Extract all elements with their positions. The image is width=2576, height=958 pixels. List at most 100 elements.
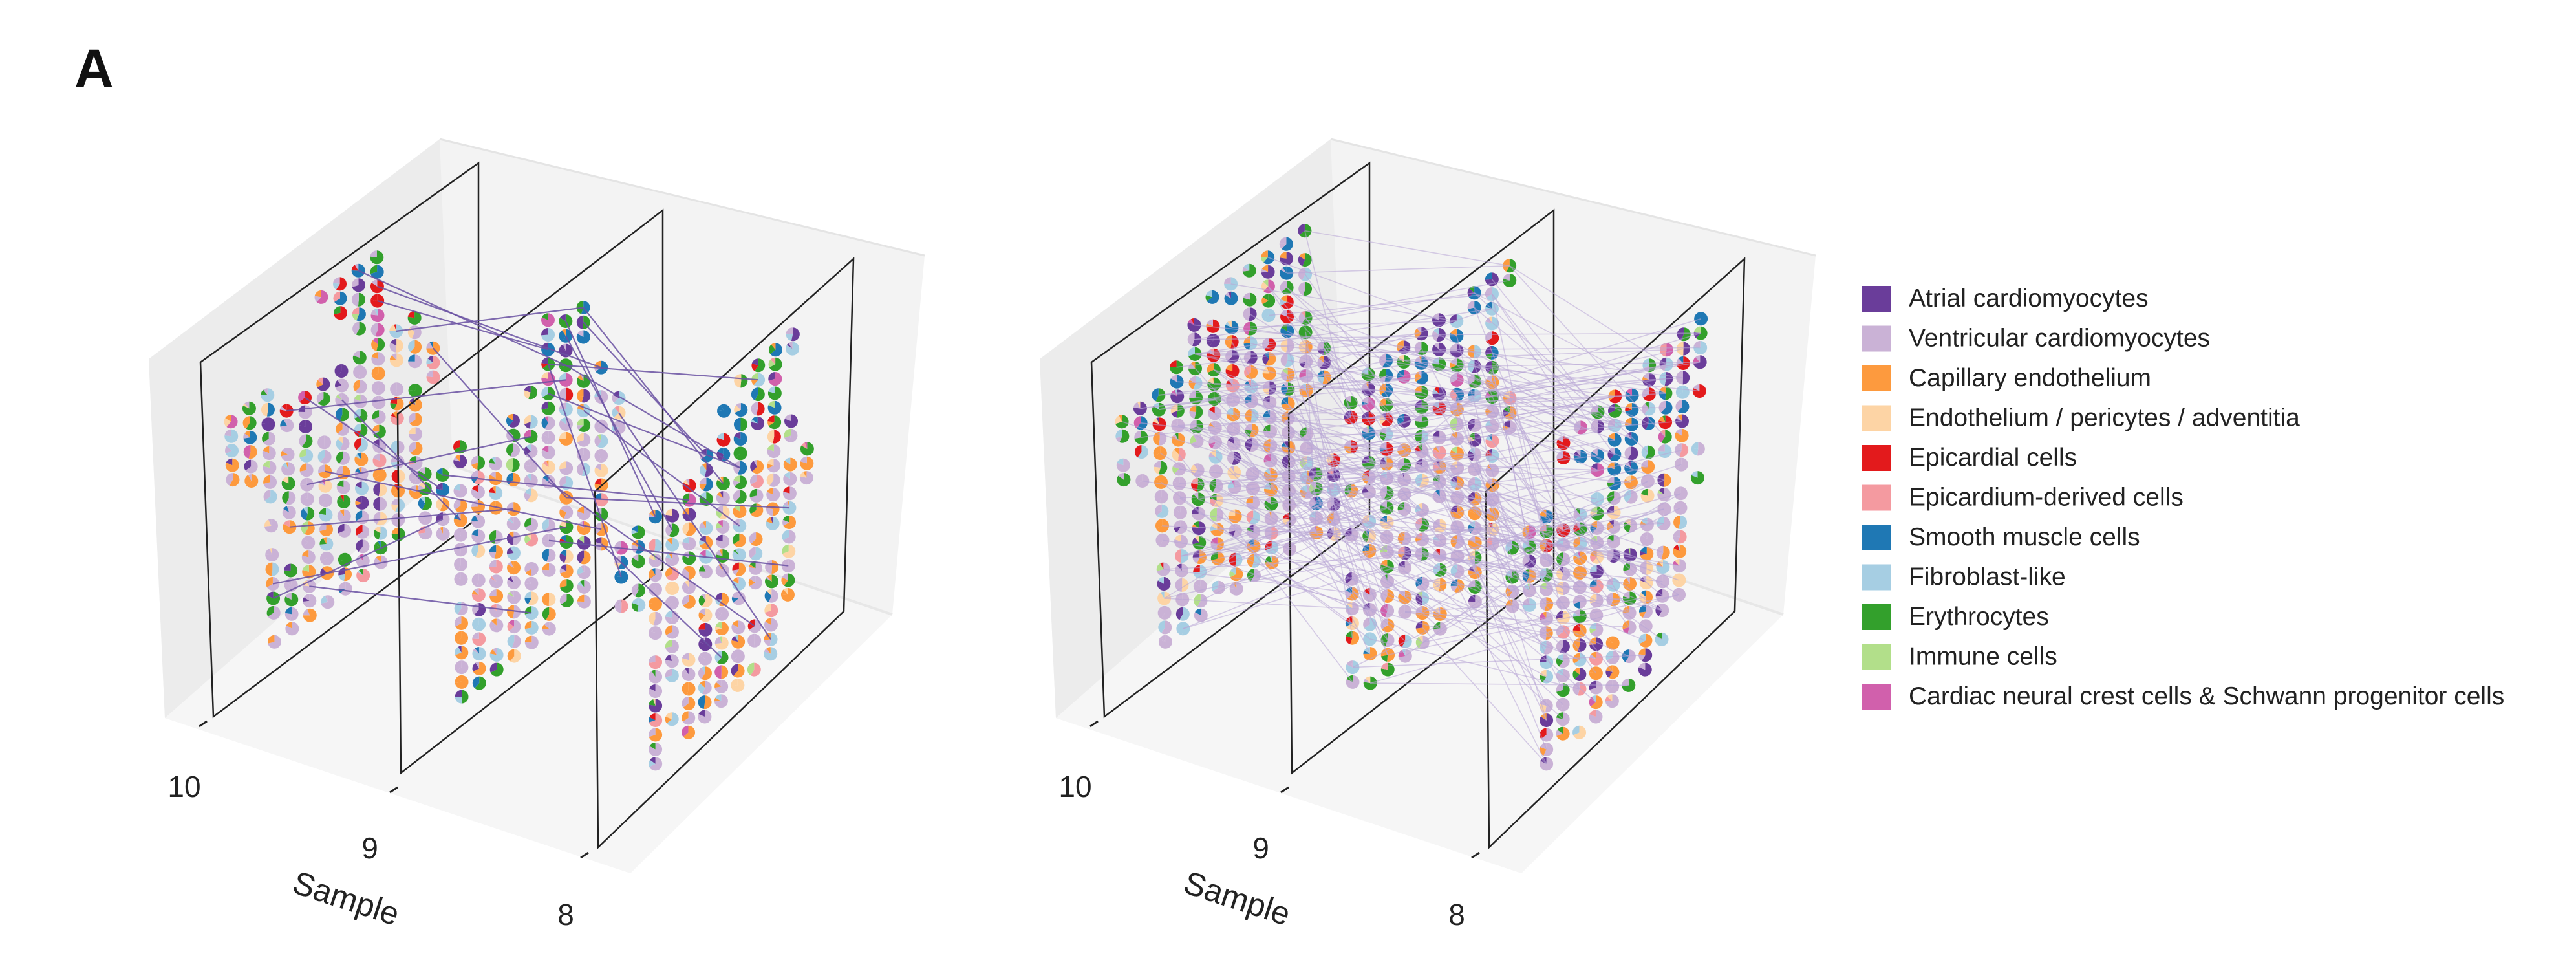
spot-pie xyxy=(768,343,782,357)
spot-pie xyxy=(682,653,696,667)
spot-pie xyxy=(371,381,385,395)
alignment-link xyxy=(1141,422,1387,450)
alignment-link xyxy=(1181,533,1335,557)
spot-pie xyxy=(372,424,386,439)
spot-pie xyxy=(353,394,367,408)
spot-pie xyxy=(542,607,556,621)
spot-pie xyxy=(1674,457,1688,472)
sample-tick-label: 8 xyxy=(557,898,574,931)
spot-pie xyxy=(767,415,782,430)
spot-pie xyxy=(1638,633,1653,648)
alignment-link xyxy=(1177,424,1388,508)
legend-label: Fibroblast-like xyxy=(1909,563,2066,591)
alignment-link xyxy=(1457,438,1615,513)
spot-pie xyxy=(682,696,696,710)
spot-pie xyxy=(316,392,330,406)
spot-pie xyxy=(436,527,450,541)
alignment-link xyxy=(1286,265,1510,274)
spot-pie xyxy=(786,327,800,342)
alignment-link xyxy=(1217,521,1369,530)
spot-pie xyxy=(244,459,258,474)
spot-pie xyxy=(781,573,795,587)
spot-pie xyxy=(682,580,696,594)
alignment-link xyxy=(1368,348,1684,419)
spot-pie xyxy=(279,404,294,418)
spot-pie xyxy=(1673,530,1687,544)
spot-pie xyxy=(226,473,240,487)
spot-pie xyxy=(1622,620,1637,635)
alignment-link xyxy=(1368,388,1632,425)
spot-pie xyxy=(715,607,729,621)
alignment-link xyxy=(618,412,772,640)
legend-item: Ventricular cardiomyocytes xyxy=(1862,325,2210,353)
spot-pie xyxy=(682,508,696,522)
spot-pie xyxy=(455,631,469,645)
spot-pie xyxy=(524,488,538,503)
spot-pie xyxy=(649,670,663,684)
spot-pie xyxy=(265,562,279,576)
slice-frame xyxy=(396,208,664,775)
spot-pie xyxy=(372,395,386,409)
spot-pie xyxy=(559,314,573,328)
spot-pie xyxy=(454,572,468,586)
spot-pie xyxy=(391,498,405,512)
spot-pie xyxy=(717,404,731,418)
spot-pie xyxy=(266,605,281,620)
spot-pie xyxy=(541,445,555,459)
spot-pie xyxy=(714,636,729,650)
spot-pie xyxy=(1675,400,1690,414)
spot-pie xyxy=(390,382,404,397)
spot-pie xyxy=(524,386,538,400)
spot-pie xyxy=(1189,405,1203,419)
alignment-link xyxy=(1439,466,1598,543)
alignment-link xyxy=(1474,307,1615,426)
alignment-link xyxy=(1269,387,1423,525)
spot-pie xyxy=(698,695,712,710)
alignment-link xyxy=(325,470,602,530)
spot-pie xyxy=(336,480,350,494)
spot-pie xyxy=(648,510,662,524)
alignment-link xyxy=(1439,393,1666,409)
legend-item: Atrial cardiomyocytes xyxy=(1862,285,2149,312)
spot-pie xyxy=(336,437,350,451)
alignment-link xyxy=(1440,613,1547,634)
spot-pie xyxy=(1170,375,1184,389)
slice-sample-9 xyxy=(418,300,626,704)
spot-pie xyxy=(267,635,281,649)
legend: Atrial cardiomyocytes Ventricular cardiom… xyxy=(1862,285,2504,710)
spot-pie xyxy=(782,516,797,529)
spot-pie xyxy=(1170,389,1185,404)
legend-swatch xyxy=(1862,564,1891,591)
spot-pie xyxy=(335,378,349,393)
spot-pie xyxy=(1658,444,1672,458)
spot-pie xyxy=(559,579,574,593)
spot-pie xyxy=(285,622,299,636)
spot-pie xyxy=(489,545,503,559)
spot-pie xyxy=(507,649,521,663)
spot-pie xyxy=(648,568,662,582)
alignment-link xyxy=(1176,334,1439,368)
spot-pie xyxy=(455,675,469,689)
spot-pie xyxy=(559,387,574,402)
alignment-link xyxy=(1422,481,1648,614)
spot-pie xyxy=(731,635,746,649)
spot-pie xyxy=(698,710,712,724)
spot-pie xyxy=(698,637,713,651)
spot-pie xyxy=(453,528,467,542)
spot-pie xyxy=(354,452,369,466)
alignment-link xyxy=(1306,448,1475,455)
spot-pie xyxy=(559,564,574,578)
spot-pie xyxy=(351,263,365,278)
alignment-link xyxy=(1456,394,1513,578)
spot-pie xyxy=(784,414,799,428)
spot-pie xyxy=(1135,474,1150,488)
spot-pie xyxy=(1194,608,1208,622)
spot-pie xyxy=(471,485,485,499)
spot-pie xyxy=(698,622,713,637)
alignment-link xyxy=(1439,332,1701,336)
spot-pie xyxy=(783,457,797,472)
alignment-link xyxy=(1421,362,1632,425)
alignment-link xyxy=(1213,350,1457,356)
spot-pie xyxy=(559,505,574,519)
spot-pie xyxy=(1155,533,1170,547)
